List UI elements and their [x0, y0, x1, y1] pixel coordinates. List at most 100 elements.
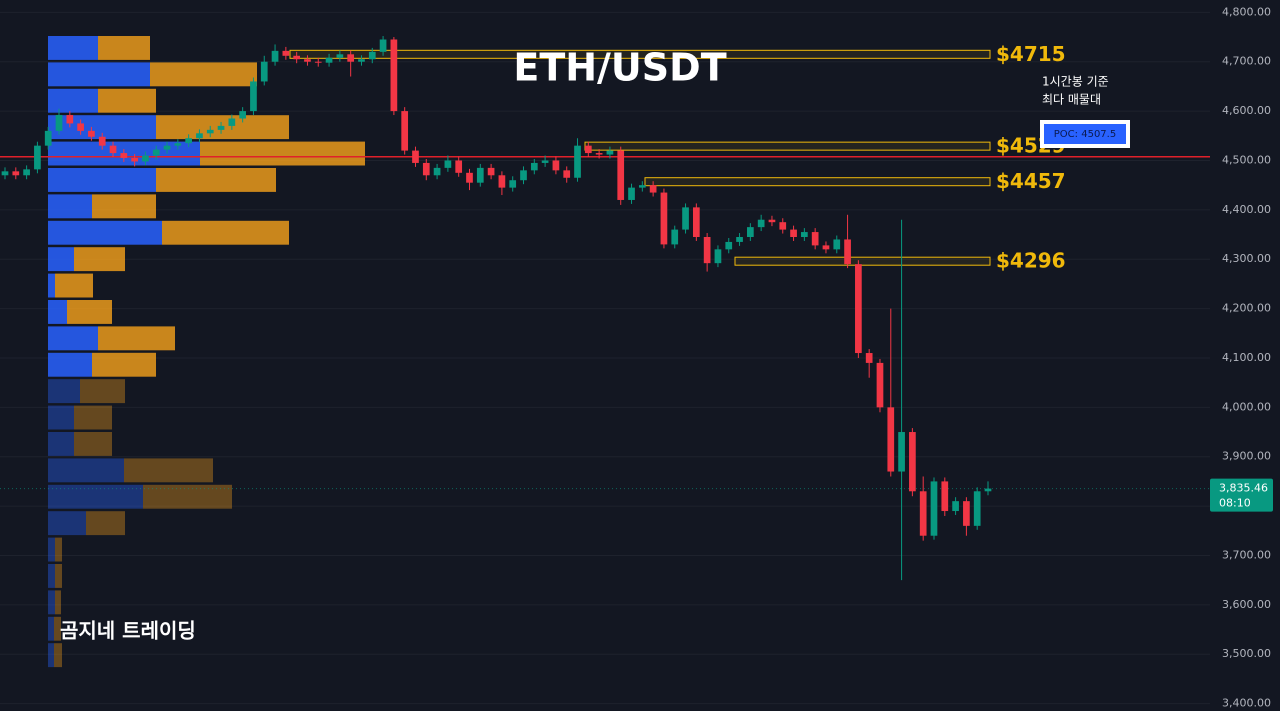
- level-zone: [734, 256, 991, 266]
- candle-body: [530, 162, 538, 171]
- candle-body: [23, 169, 30, 176]
- level-label: $4296: [996, 249, 1066, 273]
- candle-body: [703, 237, 711, 264]
- candle-body: [239, 111, 246, 119]
- y-tick-label: 3,500.00: [1222, 647, 1271, 660]
- candle-body: [779, 222, 787, 230]
- candle-body: [887, 407, 895, 472]
- sell-volume: [74, 247, 125, 272]
- candle-body: [88, 130, 95, 137]
- buy-volume: [48, 326, 98, 351]
- candle-body: [714, 249, 722, 264]
- candle-body: [563, 170, 571, 178]
- candle-body: [98, 136, 106, 146]
- candle-body: [487, 167, 495, 176]
- candle-body: [109, 145, 117, 154]
- buy-volume: [48, 88, 98, 113]
- candle-body: [120, 153, 128, 158]
- sell-volume: [55, 273, 93, 298]
- buy-volume: [48, 590, 55, 615]
- candle-body: [347, 54, 355, 62]
- candle-body: [466, 172, 473, 183]
- sell-volume: [86, 511, 125, 536]
- candle-body: [498, 175, 506, 188]
- candle-body: [368, 51, 376, 60]
- sell-volume: [92, 352, 156, 377]
- sell-volume: [150, 62, 257, 87]
- buy-volume: [48, 564, 55, 588]
- countdown: 08:10: [1219, 497, 1251, 510]
- candle-body: [34, 145, 41, 170]
- buy-volume: [48, 220, 162, 245]
- candle-body: [865, 353, 873, 363]
- candle-body: [941, 481, 949, 512]
- candle-body: [617, 150, 625, 200]
- candle-body: [509, 180, 517, 188]
- buy-volume: [48, 168, 156, 192]
- buy-volume: [48, 432, 74, 456]
- sell-volume: [67, 300, 112, 324]
- sell-volume: [54, 643, 62, 668]
- watermark: 곰지네 트레이딩: [60, 619, 196, 643]
- y-tick-label: 4,200.00: [1222, 302, 1271, 315]
- sell-volume: [162, 220, 289, 245]
- volume-profile: [48, 36, 365, 668]
- buy-volume: [48, 194, 92, 219]
- candle-body: [55, 115, 63, 131]
- buy-volume: [48, 537, 55, 562]
- y-tick-label: 4,700.00: [1222, 55, 1271, 68]
- y-tick-label: 4,800.00: [1222, 5, 1271, 18]
- level-label: $4715: [996, 42, 1066, 66]
- sell-volume: [55, 537, 62, 562]
- level-label: $4457: [996, 169, 1066, 193]
- candle-body: [833, 239, 841, 250]
- levels: $4715$4529$4457$4296: [0, 42, 1210, 490]
- candle-body: [757, 219, 765, 228]
- candle-body: [768, 219, 776, 223]
- candle-body: [271, 50, 279, 62]
- candle-body: [336, 54, 344, 58]
- candle-body: [930, 481, 938, 536]
- buy-volume: [48, 484, 143, 509]
- candle-body: [422, 162, 430, 176]
- candle-body: [217, 125, 225, 130]
- candle-body: [844, 239, 851, 265]
- y-tick-label: 4,600.00: [1222, 104, 1271, 117]
- candle-body: [1, 171, 9, 176]
- candle-body: [952, 501, 959, 512]
- buy-volume: [48, 36, 98, 60]
- candle-body: [206, 129, 214, 134]
- candle-body: [282, 50, 290, 56]
- candle-body: [325, 57, 333, 63]
- buy-volume: [48, 62, 150, 87]
- sell-volume: [74, 405, 112, 430]
- sell-volume: [74, 432, 112, 456]
- candle-body: [163, 145, 171, 150]
- y-tick-label: 4,000.00: [1222, 400, 1271, 413]
- candle-body: [77, 123, 84, 131]
- chart-title: ETH/USDT: [513, 46, 726, 90]
- candle-body: [379, 39, 387, 52]
- annotation: 최다 매물대: [1042, 93, 1101, 107]
- sell-volume: [98, 36, 150, 60]
- buy-volume: [48, 405, 74, 430]
- candle-body: [725, 241, 733, 250]
- candle-body: [152, 149, 160, 156]
- buy-volume: [48, 458, 124, 483]
- candle-body: [44, 130, 52, 146]
- candle-body: [790, 229, 797, 237]
- candle-body: [304, 59, 311, 62]
- y-tick-label: 4,500.00: [1222, 153, 1271, 166]
- buy-volume: [48, 247, 74, 272]
- price-axis: 3,400.003,500.003,600.003,700.003,800.00…: [1222, 5, 1271, 709]
- poc-label: POC: 4507.5: [1054, 129, 1116, 140]
- candle-body: [692, 207, 700, 237]
- candle-body: [293, 55, 301, 60]
- buy-volume: [48, 352, 92, 377]
- candle-body: [671, 229, 679, 245]
- candle-body: [174, 143, 182, 146]
- sell-volume: [200, 141, 365, 166]
- level-zone: [289, 49, 991, 59]
